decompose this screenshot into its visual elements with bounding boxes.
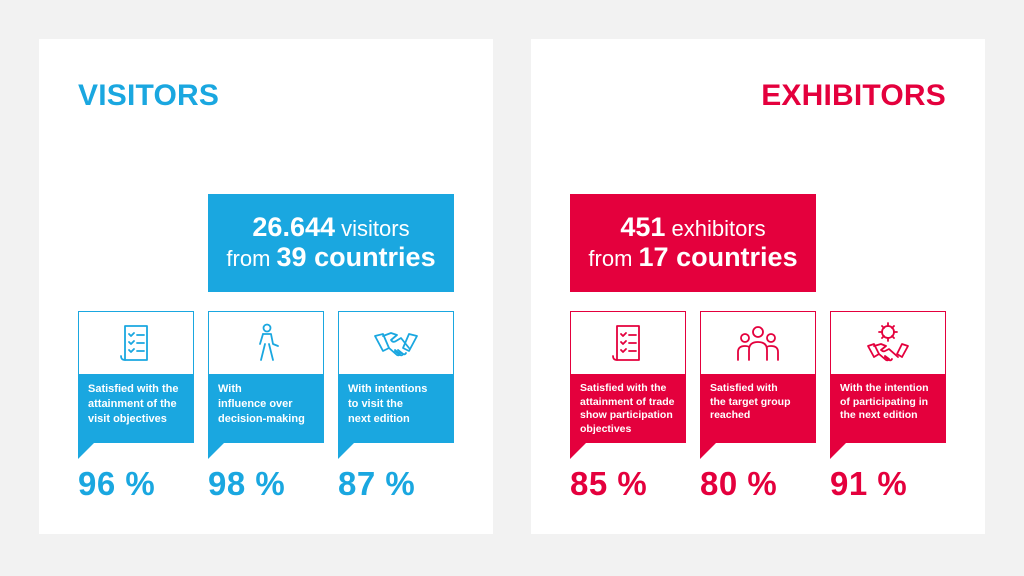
- stat-value: 98 %: [208, 465, 286, 502]
- exhibitors-title: EXHIBITORS: [761, 79, 946, 112]
- stat-label: Satisfied with the attainment of trade s…: [570, 374, 686, 443]
- visitors-countries: 39 countries: [276, 242, 436, 272]
- exhibitors-summary-box: 451 exhibitors from 17 countries: [570, 194, 816, 292]
- group-of-people-icon: [737, 326, 779, 361]
- stat-value: 80 %: [700, 465, 778, 502]
- walking-person-icon: [259, 323, 279, 361]
- stat-value: 96 %: [78, 465, 156, 502]
- stat-value: 91 %: [830, 465, 908, 502]
- handshake-icon: [374, 332, 418, 357]
- exhibitors-stat-objectives: Satisfied with the attainment of trade s…: [570, 311, 686, 503]
- stat-label: With influence over decision-making: [208, 374, 324, 443]
- exhibitors-stat-next-edition: With the intention of participating in t…: [830, 311, 946, 503]
- visitors-stat-objectives: Satisfied with the attainment of the vis…: [78, 311, 194, 503]
- visitors-stat-intentions: With intentions to visit the next editio…: [338, 311, 454, 503]
- exhibitors-countries: 17 countries: [638, 242, 798, 272]
- stat-value: 85 %: [570, 465, 648, 502]
- visitors-panel: VISITORS 26.644 visitors from 39 countri…: [39, 39, 493, 534]
- visitors-count-label: visitors: [341, 216, 410, 242]
- stat-label: With the intention of participating in t…: [830, 374, 946, 443]
- visitors-stat-influence: With influence over decision-making 98 %: [208, 311, 324, 503]
- stat-label: Satisfied with the attainment of the vis…: [78, 374, 194, 443]
- exhibitors-stat-target-group: Satisfied with the target group reached …: [700, 311, 816, 503]
- exhibitors-count-label: exhibitors: [671, 216, 766, 242]
- handshake-gear-icon: [867, 322, 909, 362]
- exhibitors-count: 451: [620, 212, 666, 243]
- visitors-summary-box: 26.644 visitors from 39 countries: [208, 194, 454, 292]
- visitors-from-label: from: [226, 246, 271, 271]
- exhibitors-panel: EXHIBITORS 451 exhibitors from 17 countr…: [531, 39, 985, 534]
- checklist-icon: [612, 325, 640, 361]
- stat-label: Satisfied with the target group reached: [700, 374, 816, 443]
- stat-label: With intentions to visit the next editio…: [338, 374, 454, 443]
- visitors-count: 26.644: [252, 212, 335, 243]
- stat-value: 87 %: [338, 465, 416, 502]
- checklist-icon: [120, 325, 148, 361]
- exhibitors-from-label: from: [588, 246, 633, 271]
- visitors-title: VISITORS: [78, 79, 220, 112]
